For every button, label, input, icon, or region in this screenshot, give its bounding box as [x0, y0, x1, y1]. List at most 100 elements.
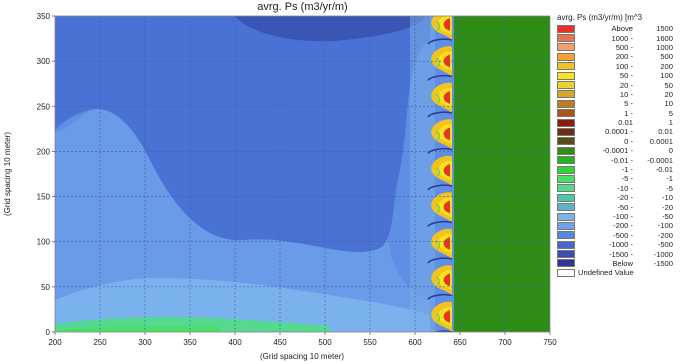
legend-entry: -1500 - -1000: [557, 249, 690, 259]
legend-from: Undefined Value: [578, 268, 634, 278]
chart-title: avrg. Ps (m3/yr/m): [257, 1, 348, 13]
legend-swatch: [557, 221, 575, 230]
legend-to: -1: [666, 174, 673, 184]
legend-entry: 20 - 50: [557, 80, 690, 90]
y-tick-label: 300: [37, 57, 51, 66]
legend-entry: -200 - -100: [557, 221, 690, 230]
legend-entry: 100 - 200: [557, 62, 690, 71]
x-axis-label: (Grid spacing 10 meter): [260, 352, 344, 361]
deposit-blob: [427, 46, 453, 81]
legend-from: 1 -: [624, 108, 633, 118]
legend-swatch: [557, 90, 575, 99]
legend-from: 100 -: [615, 61, 633, 71]
deposit-trough: [427, 147, 453, 154]
deposit-core: [443, 18, 450, 31]
legend-swatch: [557, 118, 575, 127]
legend-entry: Below -1500: [557, 259, 690, 268]
region-land-zone: [454, 16, 550, 332]
x-tick-label: 550: [363, 338, 377, 347]
legend-entry: 5 - 10: [557, 99, 690, 108]
y-tick-label: 0: [46, 328, 51, 337]
legend-entry: Undefined Value: [557, 268, 690, 277]
grid-lines: [55, 16, 550, 332]
x-tick-label: 650: [453, 338, 467, 347]
x-tick-label: 600: [408, 338, 422, 347]
legend-entry: 0 - 0.0001: [557, 137, 690, 146]
legend-from: -20 -: [617, 193, 633, 203]
legend-entry: -0.01 - -0.0001: [557, 155, 690, 165]
region-top-cap: [235, 16, 425, 42]
legend-swatch: [557, 250, 575, 259]
x-tick-label: 350: [183, 338, 197, 347]
deposit-blob: [427, 192, 453, 227]
legend-to: 5: [668, 108, 673, 118]
legend-entry: 0.01 1: [557, 118, 690, 127]
legend-swatch: [557, 127, 575, 136]
deposit-blob: [427, 155, 453, 191]
deposit-trough: [427, 38, 453, 45]
deposit-core: [443, 273, 450, 287]
legend-entry: 1 - 5: [557, 109, 690, 118]
deposit-edge: [435, 167, 441, 177]
legend-to: 200: [660, 61, 673, 71]
y-tick-label: 250: [37, 102, 51, 111]
deposit-edge: [435, 313, 441, 323]
legend-to: -20: [662, 202, 673, 212]
y-tick-label: 50: [41, 283, 50, 292]
deposit-core: [443, 54, 450, 68]
legend-swatch: [557, 137, 575, 146]
legend-to: -0.01: [655, 165, 673, 175]
legend-entry: 500 - 1000: [557, 43, 690, 52]
legend-from: Below: [612, 258, 633, 268]
deposit-edge: [435, 94, 441, 104]
x-tick-label: 400: [228, 338, 242, 347]
deposit-trough: [427, 220, 453, 227]
deposit-edge: [435, 276, 441, 287]
legend-to: 50: [664, 80, 673, 90]
legend-from: -200 -: [613, 221, 633, 231]
legend-entry: 50 - 100: [557, 71, 690, 80]
x-axis: 200 250 300 350 400 450 500 550 600 650 700 750: [48, 332, 557, 347]
legend-to: -500: [657, 240, 673, 250]
legend-entry: 10 - 20: [557, 90, 690, 99]
legend-swatch: [557, 184, 575, 193]
deposit-edge: [435, 240, 441, 250]
x-tick-label: 700: [498, 338, 512, 347]
deposit-edge: [435, 21, 441, 31]
legend-swatch: [557, 174, 575, 183]
legend-from: -0.01 -: [611, 155, 633, 165]
legend-to: 1: [668, 118, 673, 128]
deposit-trough: [427, 111, 453, 118]
legend-swatch: [557, 81, 575, 90]
y-axis: 0 50 100 150 200 250 300 350: [37, 12, 55, 337]
plot-frame: [54, 15, 551, 333]
x-tick-label: 200: [48, 338, 62, 347]
legend-from: -1 -: [621, 165, 633, 175]
region-bottom-band-core: [60, 326, 220, 332]
legend-to: -10: [662, 193, 673, 203]
shoreline-deposits: [427, 16, 453, 332]
legend-to: 10: [664, 99, 673, 109]
legend-from: Above: [611, 24, 633, 34]
deposit-blob: [427, 82, 453, 118]
legend-entry: 200 - 500: [557, 52, 690, 61]
deposit-blob: [427, 16, 453, 45]
deposit-edge: [435, 57, 441, 68]
legend-to: 20: [664, 89, 673, 99]
x-tick-label: 500: [318, 338, 332, 347]
legend-entry: -500 - -200: [557, 231, 690, 240]
legend-swatch: [557, 71, 575, 80]
legend-from: -10 -: [617, 183, 633, 193]
legend-to: -200: [657, 230, 673, 240]
legend-entry: -5 - -1: [557, 174, 690, 183]
legend-swatch: [557, 62, 575, 71]
legend-swatch: [557, 231, 575, 240]
legend-from: -0.0001 -: [602, 146, 633, 156]
legend-from: -5 -: [621, 174, 633, 184]
deposit-trough: [427, 257, 453, 264]
deposit-core: [443, 127, 450, 141]
legend-swatch: [557, 240, 575, 249]
legend-entry: -1000 - -500: [557, 240, 690, 249]
legend-swatch: [557, 193, 575, 202]
deposit-trough: [427, 184, 453, 191]
